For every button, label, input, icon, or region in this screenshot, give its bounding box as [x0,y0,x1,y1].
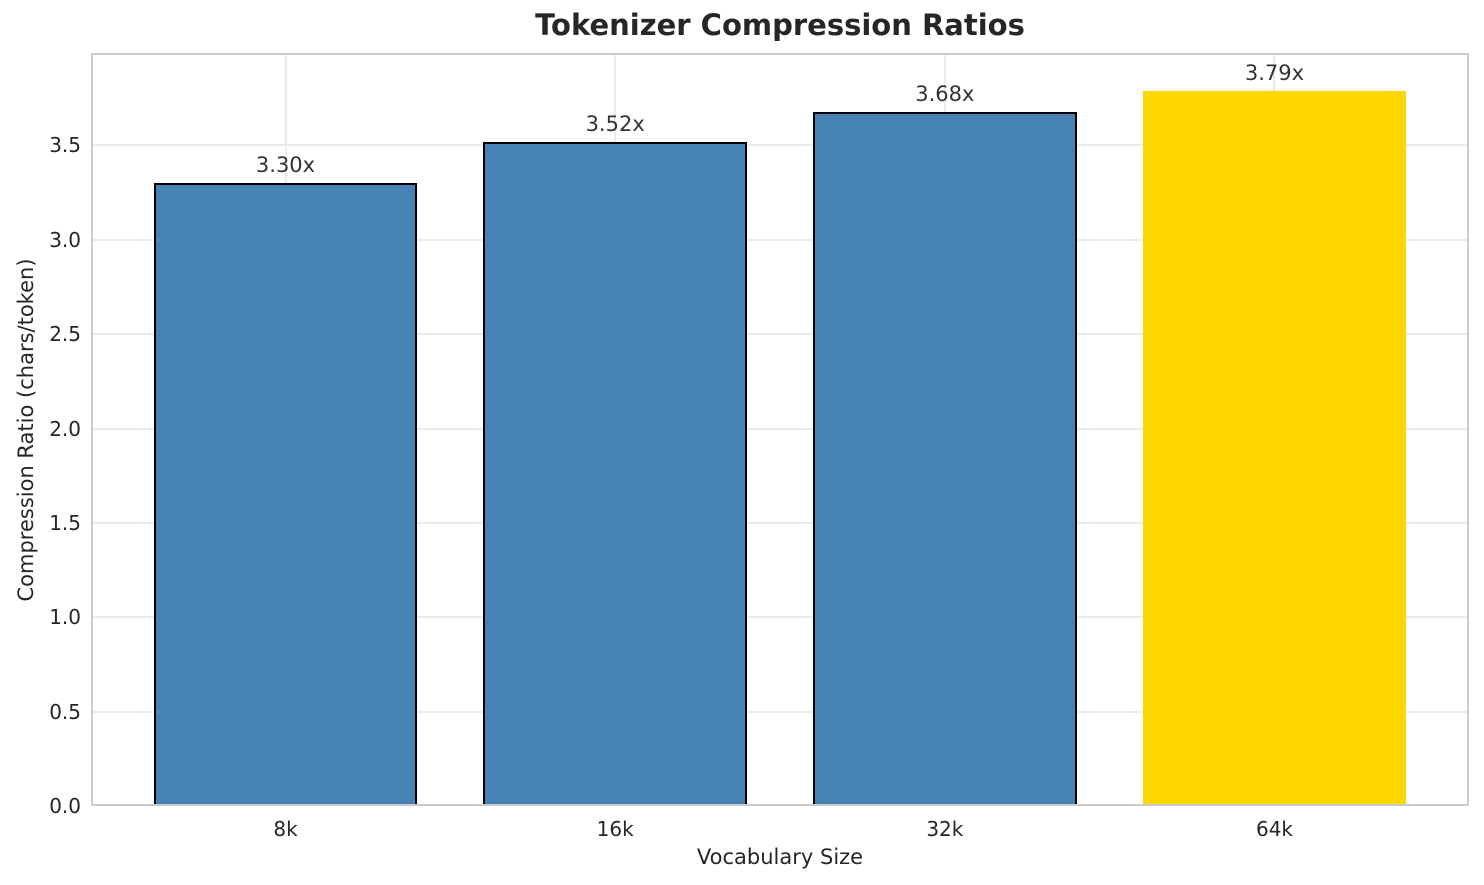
gridline-horizontal [91,144,1469,147]
gridline-horizontal [91,521,1469,524]
gridline-horizontal [91,427,1469,430]
gridline-horizontal [91,333,1469,336]
x-tick-label: 8k [273,817,298,841]
x-tick-label: 16k [596,817,634,841]
bar-8k [153,183,418,806]
gridline-horizontal [91,238,1469,241]
bar-value-label: 3.79x [1244,60,1305,85]
x-tick-label: 32k [926,817,964,841]
y-tick-label: 2.0 [49,416,81,441]
chart-title: Tokenizer Compression Ratios [535,8,1025,42]
x-axis-label: Vocabulary Size [696,845,864,869]
y-tick-label: 3.0 [49,227,81,252]
y-tick-label: 0.0 [49,794,81,818]
x-tick-label: 64k [1255,817,1293,841]
bar-32k [812,111,1077,806]
y-tick-label: 0.5 [49,699,81,724]
bar-value-label: 3.52x [585,111,645,136]
bar-16k [483,141,748,806]
bar-value-label: 3.68x [915,81,975,106]
y-tick-label: 3.5 [49,133,81,158]
bar-64k [1142,90,1407,806]
gridline-horizontal [91,616,1469,619]
y-tick-label: 1.0 [49,605,81,630]
y-tick-label: 1.5 [49,510,81,535]
gridline-horizontal [91,710,1469,713]
y-tick-label: 2.5 [49,322,81,347]
bar-value-label: 3.30x [255,153,316,178]
